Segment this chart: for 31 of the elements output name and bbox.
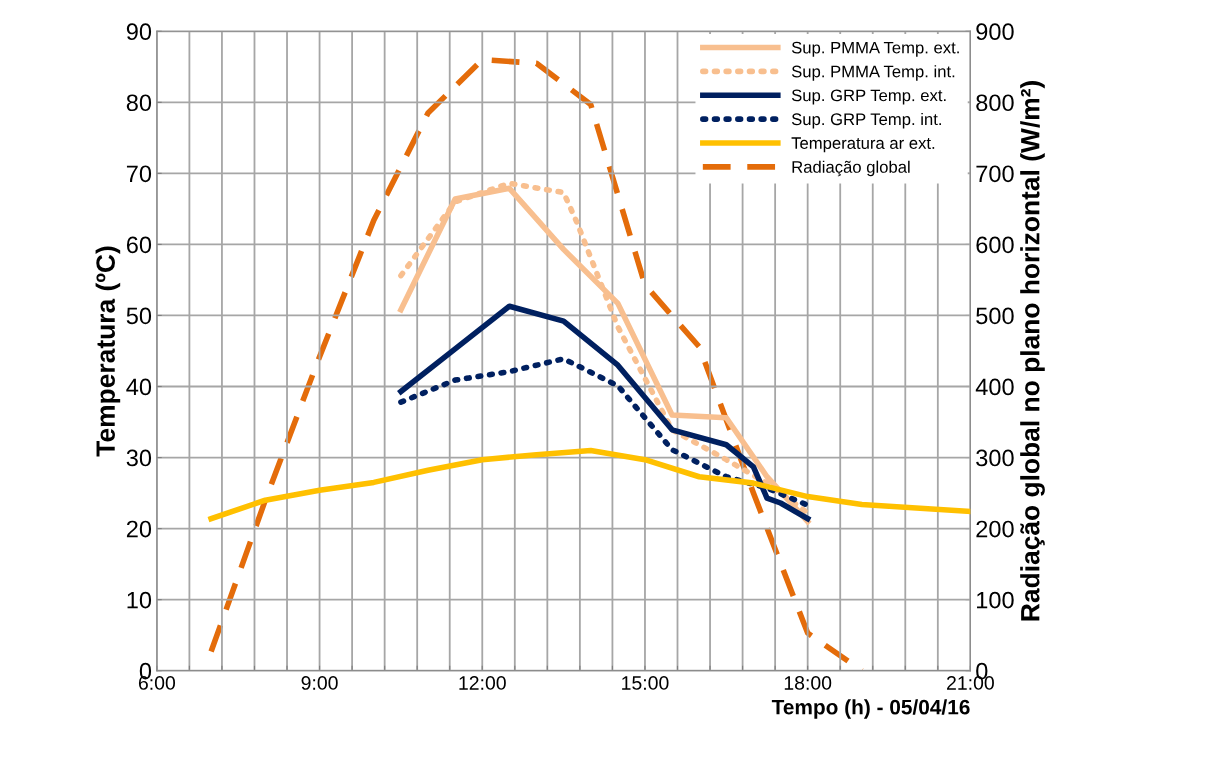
legend-label: Sup. GRP Temp. int. bbox=[791, 112, 941, 129]
y2-tick-label: 900 bbox=[976, 23, 1014, 41]
y2-tick-label: 800 bbox=[976, 94, 1014, 112]
x-tick-label: 18:00 bbox=[784, 676, 832, 690]
legend-label: Sup. GRP Temp. ext. bbox=[791, 89, 946, 105]
y2-tick-label: 400 bbox=[975, 378, 1014, 396]
y-tick-label: 90 bbox=[126, 23, 152, 41]
y-tick-label: 50 bbox=[126, 307, 152, 325]
y-tick-label: 10 bbox=[127, 591, 152, 609]
y2-axis-title: Radiação global no plano horizontal (W/m²) bbox=[1020, 81, 1045, 621]
y-tick-label: 40 bbox=[126, 378, 152, 396]
y2-tick-label: 700 bbox=[976, 165, 1014, 183]
y-axis-title: Temperatura (ºC) bbox=[95, 246, 121, 457]
legend-label: Sup. PMMA Temp. int. bbox=[791, 65, 955, 81]
y2-tick-label: 600 bbox=[976, 236, 1014, 254]
x-axis-title: Tempo (h) - 05/04/16 bbox=[771, 699, 970, 719]
legend-label: Radiação global bbox=[792, 160, 910, 177]
y-tick-label: 80 bbox=[126, 94, 152, 112]
y-tick-label: 60 bbox=[126, 236, 152, 254]
y2-tick-label: 500 bbox=[976, 307, 1014, 325]
x-tick-label: 15:00 bbox=[622, 676, 669, 690]
y-tick-label: 20 bbox=[126, 520, 152, 538]
x-tick-label: 12:00 bbox=[459, 676, 506, 690]
y-tick-label: 70 bbox=[126, 165, 152, 183]
y2-tick-label: 200 bbox=[976, 520, 1014, 538]
y-tick-label: 30 bbox=[126, 449, 152, 467]
y2-tick-label: 300 bbox=[976, 449, 1014, 467]
legend-label: Sup. PMMA Temp. ext. bbox=[791, 41, 959, 57]
y2-tick-label: 100 bbox=[977, 591, 1014, 609]
legend-label: Temperatura ar ext. bbox=[791, 137, 935, 153]
x-tick-label: 9:00 bbox=[301, 676, 338, 690]
